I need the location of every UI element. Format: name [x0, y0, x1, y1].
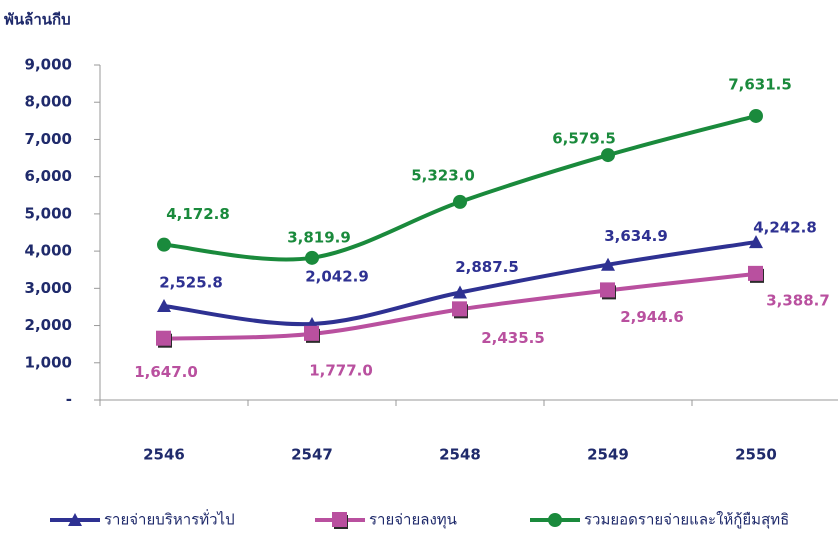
data-label: 3,388.7 — [766, 291, 830, 309]
legend-text: รายจ่ายลงทุน — [369, 511, 457, 530]
y-tick-label: 2,000 — [25, 316, 72, 334]
marker — [157, 237, 171, 252]
x-tick-label: 2547 — [291, 446, 333, 464]
y-tick-label: 5,000 — [25, 204, 72, 222]
marker — [332, 512, 347, 527]
marker — [749, 108, 763, 123]
data-label: 7,631.5 — [728, 75, 792, 93]
data-label: 2,435.5 — [481, 329, 545, 347]
marker — [548, 513, 562, 527]
data-label: 2,887.5 — [455, 258, 519, 276]
data-label: 6,579.5 — [552, 130, 616, 148]
data-label: 3,819.9 — [287, 228, 351, 246]
marker — [601, 148, 615, 163]
marker — [304, 325, 319, 341]
marker — [749, 235, 763, 249]
marker — [68, 513, 82, 526]
marker — [600, 282, 615, 298]
data-label: 3,634.9 — [604, 227, 668, 245]
data-label: 1,647.0 — [134, 363, 198, 381]
y-tick-label: 9,000 — [25, 56, 72, 74]
marker — [748, 265, 763, 281]
y-tick-label: - — [66, 391, 72, 409]
marker — [601, 257, 615, 271]
y-tick-label: 1,000 — [25, 353, 72, 371]
y-tick-label: 4,000 — [25, 242, 72, 260]
x-tick-label: 2548 — [439, 446, 481, 464]
marker — [156, 330, 171, 346]
data-label: 2,944.6 — [620, 308, 684, 326]
x-tick-label: 2546 — [143, 446, 185, 464]
marker — [157, 298, 171, 312]
marker — [305, 250, 319, 265]
x-tick-label: 2549 — [587, 446, 629, 464]
marker — [453, 285, 467, 299]
legend-text: รวมยอดรายจ่ายและให้กู้ยืมสุทธิ — [584, 511, 789, 530]
y-tick-label: 8,000 — [25, 93, 72, 111]
data-label: 5,323.0 — [411, 166, 475, 184]
data-label: 2,042.9 — [305, 267, 369, 285]
marker — [453, 194, 467, 209]
marker — [452, 301, 467, 317]
y-tick-label: 7,000 — [25, 130, 72, 148]
x-tick-label: 2550 — [735, 446, 777, 464]
data-label: 4,242.8 — [753, 219, 817, 237]
data-label: 4,172.8 — [166, 205, 230, 223]
y-tick-label: 3,000 — [25, 279, 72, 297]
y-tick-label: 6,000 — [25, 167, 72, 185]
y-axis-label: พันล้านกีบ — [4, 11, 71, 29]
data-label: 2,525.8 — [159, 273, 223, 291]
data-label: 1,777.0 — [309, 361, 373, 379]
legend-text: รายจ่ายบริหารทั่วไป — [104, 509, 235, 529]
